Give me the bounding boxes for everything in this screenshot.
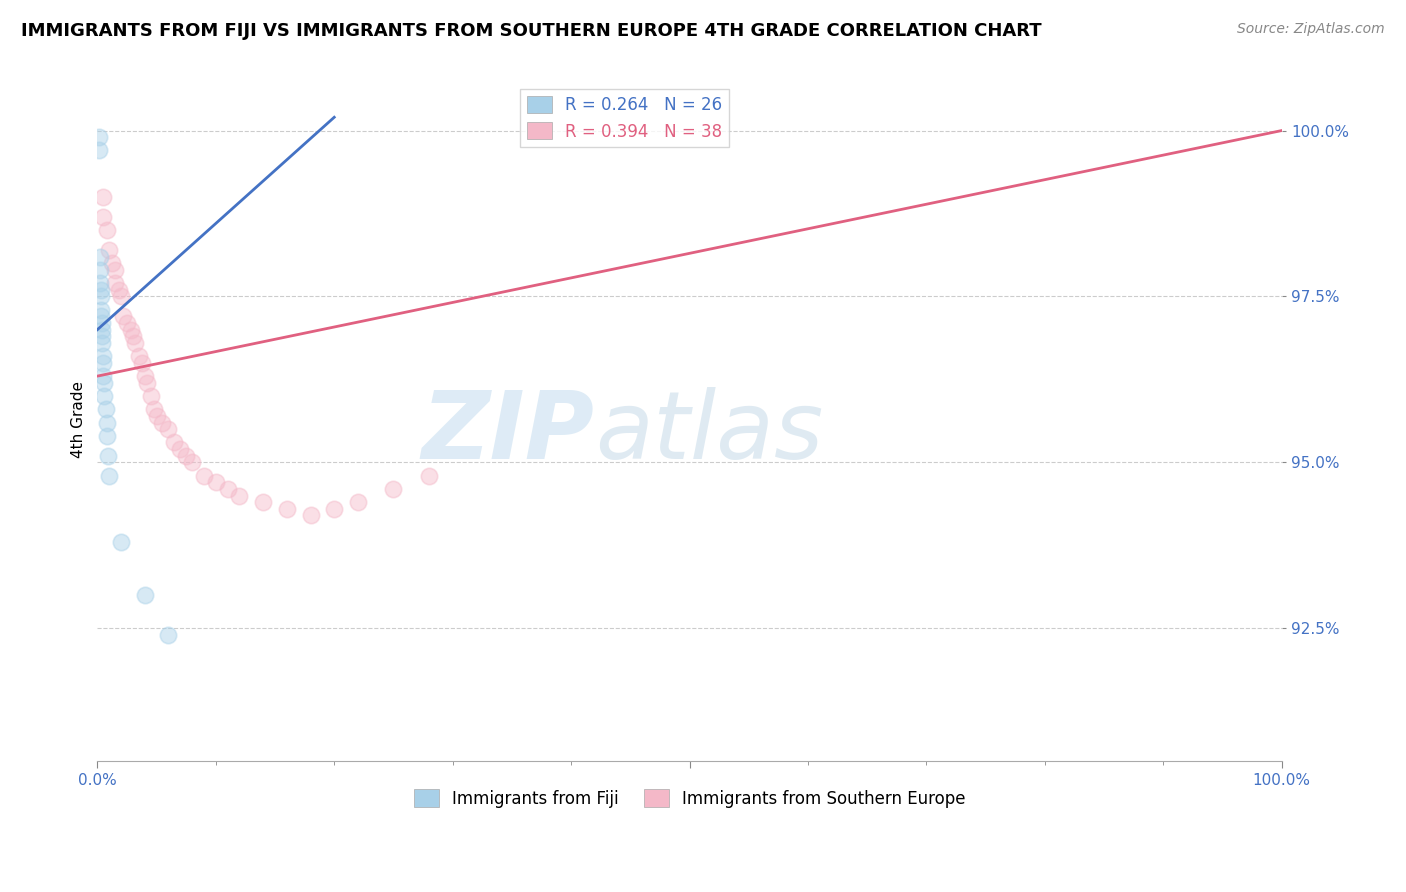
Y-axis label: 4th Grade: 4th Grade [72,381,86,458]
Point [87,130,110,145]
Point [87,144,110,158]
Point [134,369,156,384]
Point [91,369,114,384]
Point [157,628,180,642]
Point [299,508,322,523]
Point [91,316,114,330]
Point [139,389,162,403]
Point [163,435,186,450]
Text: ZIP: ZIP [422,387,595,479]
Point [98,243,121,257]
Point [145,409,167,423]
Point [96,416,118,430]
Point [120,323,142,337]
Point [96,429,118,443]
Point [157,422,180,436]
Point [91,323,114,337]
Point [93,389,115,403]
Point [90,283,112,297]
Point [91,349,114,363]
Point [91,210,114,224]
Point [91,329,114,343]
Point [131,356,153,370]
Text: Source: ZipAtlas.com: Source: ZipAtlas.com [1237,22,1385,37]
Point [97,449,120,463]
Point [104,263,127,277]
Point [122,329,145,343]
Point [174,449,197,463]
Point [228,489,250,503]
Point [204,475,226,490]
Point [382,482,405,496]
Point [89,276,111,290]
Point [143,402,166,417]
Point [136,376,159,390]
Point [90,310,112,324]
Point [90,302,112,317]
Point [418,468,440,483]
Point [276,501,298,516]
Point [91,356,114,370]
Point [152,416,174,430]
Point [193,468,215,483]
Point [100,256,122,270]
Point [107,283,129,297]
Point [115,316,138,330]
Point [110,535,132,549]
Text: IMMIGRANTS FROM FIJI VS IMMIGRANTS FROM SOUTHERN EUROPE 4TH GRADE CORRELATION CH: IMMIGRANTS FROM FIJI VS IMMIGRANTS FROM … [21,22,1042,40]
Point [169,442,191,457]
Point [91,335,114,350]
Point [323,501,346,516]
Point [90,289,112,303]
Text: atlas: atlas [595,387,823,478]
Point [110,289,132,303]
Point [93,376,115,390]
Point [89,263,111,277]
Point [91,190,114,204]
Point [217,482,239,496]
Point [89,250,111,264]
Point [347,495,370,509]
Point [134,588,156,602]
Point [181,455,204,469]
Point [98,468,121,483]
Point [104,276,127,290]
Point [112,310,135,324]
Point [96,223,118,237]
Point [252,495,274,509]
Point [124,335,146,350]
Point [94,402,117,417]
Legend: Immigrants from Fiji, Immigrants from Southern Europe: Immigrants from Fiji, Immigrants from So… [406,783,972,814]
Point [128,349,150,363]
